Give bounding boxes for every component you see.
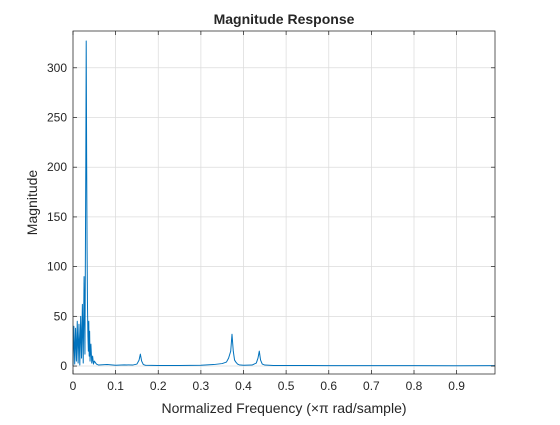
x-tick-label: 0.4 bbox=[235, 379, 252, 393]
series-line-magnitude bbox=[72, 40, 496, 367]
x-tick-label: 0 bbox=[70, 379, 77, 393]
tick-marks bbox=[72, 31, 495, 374]
plot-area bbox=[72, 40, 496, 367]
grid-lines bbox=[72, 31, 495, 374]
y-tick-label: 0 bbox=[60, 359, 67, 373]
x-tick-label: 0.1 bbox=[107, 379, 124, 393]
y-axis-label: Magnitude bbox=[24, 170, 40, 236]
x-tick-label: 0.9 bbox=[448, 379, 465, 393]
y-tick-label: 50 bbox=[54, 309, 68, 323]
x-tick-label: 0.6 bbox=[320, 379, 337, 393]
y-tick-label: 300 bbox=[47, 61, 67, 75]
x-axis-label: Normalized Frequency (×π rad/sample) bbox=[161, 400, 406, 416]
y-tick-label: 150 bbox=[47, 210, 67, 224]
x-tick-labels: 0 0.1 0.2 0.3 0.4 0.5 0.6 0.7 0.8 0.9 bbox=[70, 379, 466, 393]
axes-box bbox=[72, 30, 496, 375]
axes-background bbox=[73, 31, 495, 374]
x-tick-label: 0.2 bbox=[150, 379, 167, 393]
x-tick-label: 0.8 bbox=[406, 379, 423, 393]
chart-title: Magnitude Response bbox=[214, 11, 355, 27]
x-tick-label: 0.5 bbox=[278, 379, 295, 393]
y-tick-label: 200 bbox=[47, 160, 67, 174]
x-tick-label: 0.7 bbox=[363, 379, 380, 393]
y-tick-label: 250 bbox=[47, 110, 67, 124]
x-tick-label: 0.3 bbox=[193, 379, 210, 393]
y-tick-labels: 0 50 100 150 200 250 300 bbox=[47, 61, 67, 373]
y-tick-label: 100 bbox=[47, 260, 67, 274]
